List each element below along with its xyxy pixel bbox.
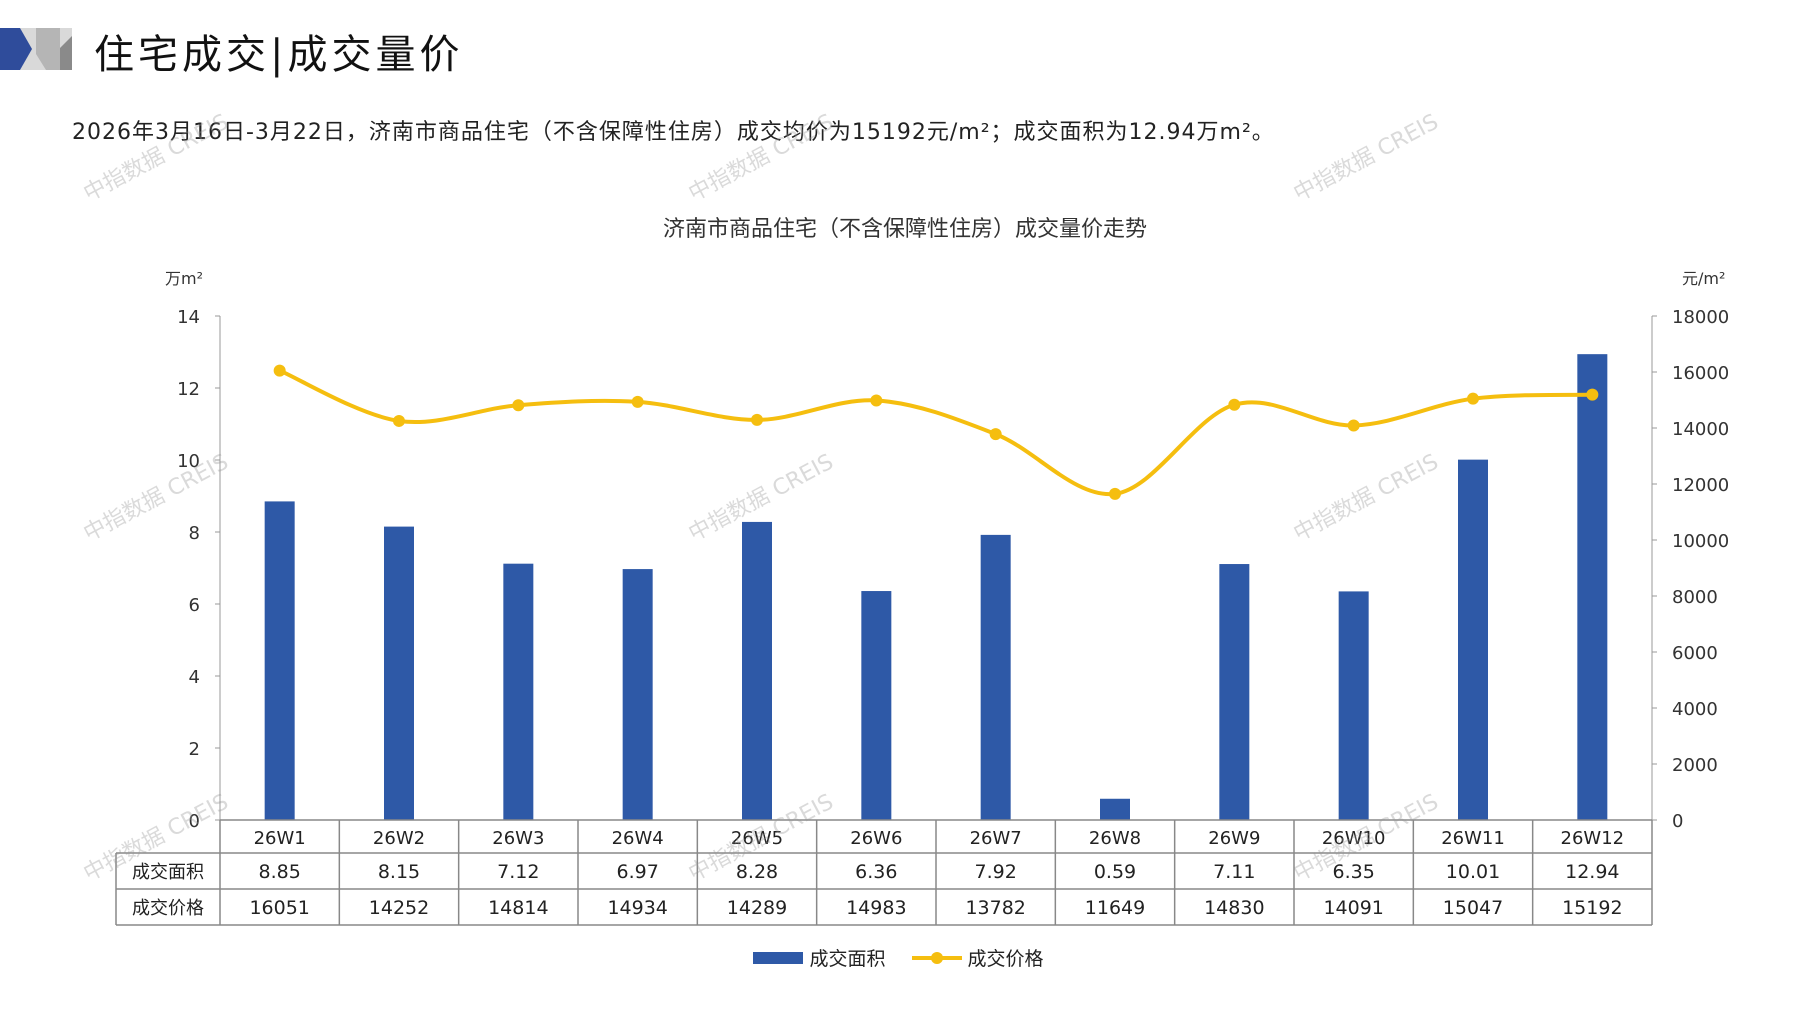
- table-cell-area: 8.85: [259, 861, 301, 883]
- price-point-26W9: [1228, 398, 1241, 411]
- left-tick-label: 14: [177, 307, 200, 328]
- table-cell-price: 14830: [1204, 897, 1264, 919]
- category-label: 26W3: [492, 828, 544, 849]
- table-cell-area: 6.35: [1333, 861, 1375, 883]
- bar-26W9: [1219, 564, 1250, 820]
- price-point-26W12: [1586, 388, 1599, 401]
- table-cell-price: 14983: [846, 897, 906, 919]
- right-axis-unit: 元/m²: [1682, 269, 1725, 288]
- category-label: 26W7: [970, 828, 1022, 849]
- price-point-26W6: [870, 394, 883, 407]
- table-row-label: 成交价格: [132, 898, 204, 919]
- table-cell-price: 15192: [1562, 897, 1622, 919]
- left-tick-label: 10: [177, 451, 200, 472]
- price-point-26W2: [393, 414, 405, 427]
- bar-26W1: [264, 501, 295, 820]
- table-cell-area: 12.94: [1565, 861, 1619, 883]
- bar-26W10: [1338, 591, 1369, 820]
- bar-26W7: [980, 534, 1011, 820]
- right-tick-label: 12000: [1672, 475, 1729, 496]
- price-point-26W1: [273, 364, 286, 377]
- category-label: 26W9: [1208, 828, 1260, 849]
- legend-bar-swatch: [753, 951, 804, 964]
- legend-line-swatch: [911, 951, 962, 964]
- right-tick-label: 2000: [1672, 755, 1718, 776]
- category-label: 26W2: [373, 828, 425, 849]
- price-point-26W5: [751, 413, 763, 426]
- table-cell-area: 8.28: [736, 861, 778, 883]
- summary-text: 2026年3月16日-3月22日，济南市商品住宅（不含保障性住房）成交均价为15…: [72, 120, 1275, 145]
- bar-26W12: [1577, 354, 1608, 820]
- right-tick-label: 4000: [1672, 699, 1718, 720]
- bar-26W8: [1100, 798, 1130, 820]
- brand-logo: [0, 28, 72, 70]
- category-label: 26W1: [254, 828, 306, 849]
- bar-26W3: [503, 563, 534, 820]
- category-label: 26W10: [1322, 828, 1386, 849]
- left-tick-label: 8: [189, 523, 200, 544]
- price-line: [278, 368, 1593, 497]
- bar-26W4: [622, 569, 653, 820]
- legend-label: 成交面积: [809, 948, 886, 970]
- bar-26W5: [742, 521, 772, 820]
- bar-26W6: [861, 591, 892, 820]
- category-label: 26W8: [1089, 828, 1141, 849]
- table-cell-price: 13782: [965, 897, 1025, 919]
- legend-label: 成交价格: [967, 948, 1044, 970]
- table-cell-area: 0.59: [1094, 861, 1136, 883]
- category-label: 26W6: [850, 828, 902, 849]
- table-cell-area: 7.11: [1213, 861, 1255, 883]
- table-cell-area: 6.36: [855, 861, 897, 883]
- table-cell-price: 15047: [1443, 897, 1503, 919]
- table-cell-price: 14289: [727, 897, 787, 919]
- right-tick-label: 8000: [1672, 587, 1718, 608]
- chart-title: 济南市商品住宅（不含保障性住房）成交量价走势: [663, 217, 1147, 242]
- left-tick-label: 0: [189, 811, 200, 832]
- legend-item-area: 成交面积: [753, 944, 886, 971]
- legend-item-price: 成交价格: [911, 944, 1044, 971]
- category-label: 26W12: [1561, 828, 1625, 849]
- left-tick-label: 12: [177, 379, 200, 400]
- legend: 成交面积 成交价格: [0, 944, 1797, 971]
- table-row-label: 成交面积: [132, 862, 204, 883]
- price-point-26W4: [631, 395, 644, 408]
- right-tick-label: 16000: [1672, 363, 1729, 384]
- bar-26W11: [1458, 459, 1488, 820]
- category-label: 26W11: [1441, 828, 1505, 849]
- category-label: 26W4: [612, 828, 664, 849]
- table-cell-price: 14091: [1323, 897, 1383, 919]
- price-point-26W7: [989, 428, 1002, 441]
- table-cell-price: 14934: [607, 897, 667, 919]
- left-tick-label: 6: [189, 595, 200, 616]
- left-axis-unit: 万m²: [165, 269, 203, 288]
- right-tick-label: 14000: [1672, 419, 1729, 440]
- right-tick-label: 0: [1672, 811, 1683, 832]
- price-point-26W8: [1109, 487, 1121, 500]
- table-cell-price: 16051: [249, 897, 309, 919]
- right-tick-label: 6000: [1672, 643, 1718, 664]
- left-tick-label: 4: [189, 667, 200, 688]
- table-cell-area: 7.12: [497, 861, 539, 883]
- price-point-26W3: [512, 399, 525, 412]
- category-label: 26W5: [731, 828, 783, 849]
- price-point-26W11: [1467, 392, 1479, 405]
- bar-26W2: [384, 526, 414, 820]
- right-tick-label: 10000: [1672, 531, 1729, 552]
- table-cell-price: 11649: [1085, 897, 1145, 919]
- table-cell-area: 6.97: [617, 861, 659, 883]
- table-cell-area: 10.01: [1446, 861, 1500, 883]
- price-point-26W10: [1347, 419, 1360, 432]
- table-cell-area: 7.92: [975, 861, 1017, 883]
- table-cell-price: 14252: [369, 897, 429, 919]
- left-tick-label: 2: [189, 739, 200, 760]
- table-cell-price: 14814: [488, 897, 548, 919]
- right-tick-label: 18000: [1672, 307, 1729, 328]
- table-cell-area: 8.15: [378, 861, 420, 883]
- page-title: 住宅成交|成交量价: [94, 32, 464, 78]
